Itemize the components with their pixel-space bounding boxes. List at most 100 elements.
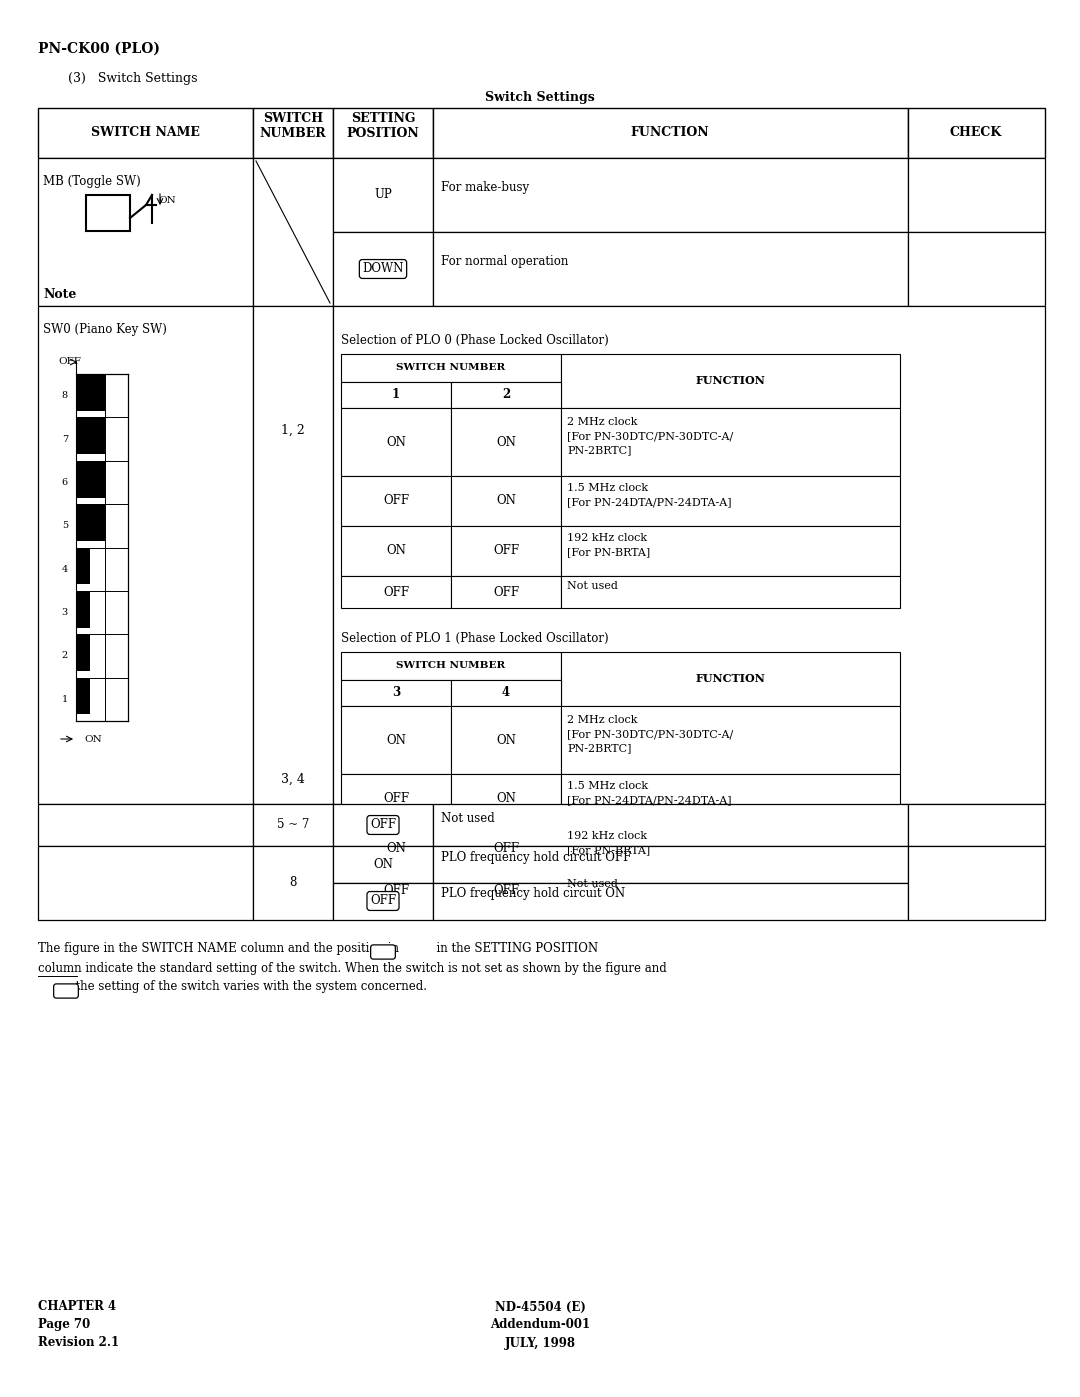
Text: OFF: OFF <box>370 819 396 831</box>
Bar <box>76 548 91 584</box>
Text: Not used: Not used <box>567 581 618 591</box>
Text: Not used: Not used <box>567 879 618 888</box>
Bar <box>451 774 561 824</box>
Text: OFF: OFF <box>58 358 81 366</box>
Bar <box>451 527 561 576</box>
Text: 2 MHz clock: 2 MHz clock <box>567 416 637 427</box>
Text: UP: UP <box>374 189 392 201</box>
Bar <box>561 476 900 527</box>
Text: ND-45504 (E): ND-45504 (E) <box>495 1301 585 1313</box>
Bar <box>76 461 105 497</box>
Bar <box>451 576 561 608</box>
Text: SWITCH NUMBER: SWITCH NUMBER <box>396 363 505 373</box>
Bar <box>333 108 433 158</box>
Text: For normal operation: For normal operation <box>441 256 568 268</box>
Text: 1.5 MHz clock: 1.5 MHz clock <box>567 781 648 791</box>
Text: 2: 2 <box>62 651 68 661</box>
Bar <box>341 408 451 476</box>
Bar <box>341 576 451 608</box>
Text: 192 kHz clock: 192 kHz clock <box>567 831 647 841</box>
Bar <box>253 108 333 158</box>
Text: ON: ON <box>84 735 102 743</box>
Text: [For PN-24DTA/PN-24DTA-A]: [For PN-24DTA/PN-24DTA-A] <box>567 497 731 507</box>
Text: CHECK: CHECK <box>950 127 1002 140</box>
Bar <box>38 306 253 805</box>
Bar <box>253 306 333 805</box>
Text: 1: 1 <box>392 388 400 401</box>
Bar <box>908 108 1045 158</box>
Text: ON: ON <box>496 733 516 746</box>
Text: column indicate the standard setting of the switch. When the switch is not set a: column indicate the standard setting of … <box>38 963 666 975</box>
Bar <box>433 847 908 883</box>
Text: PN-2BRTC]: PN-2BRTC] <box>567 743 632 753</box>
Text: 192 kHz clock: 192 kHz clock <box>567 534 647 543</box>
Text: ON: ON <box>373 858 393 870</box>
Bar <box>341 381 451 408</box>
Bar <box>433 158 908 232</box>
Text: SWITCH
NUMBER: SWITCH NUMBER <box>259 112 326 140</box>
Bar <box>908 805 1045 847</box>
Bar <box>38 158 253 306</box>
Bar <box>333 847 433 883</box>
Bar <box>76 418 105 454</box>
Bar <box>451 705 561 774</box>
Bar <box>333 805 433 847</box>
Text: SWITCH NAME: SWITCH NAME <box>91 127 200 140</box>
Text: ON: ON <box>386 842 406 855</box>
Text: SETTING
POSITION: SETTING POSITION <box>347 112 419 140</box>
Text: [For PN-BRTA]: [For PN-BRTA] <box>567 845 650 855</box>
Bar <box>76 678 91 714</box>
Bar <box>908 232 1045 306</box>
Text: OFF: OFF <box>492 585 519 598</box>
Bar <box>908 847 1045 921</box>
Text: OFF: OFF <box>492 545 519 557</box>
Bar <box>253 805 333 847</box>
Bar <box>341 476 451 527</box>
Bar <box>451 875 561 907</box>
Bar <box>341 824 451 875</box>
Bar <box>76 634 91 671</box>
Bar <box>38 847 253 921</box>
Text: (3)   Switch Settings: (3) Switch Settings <box>68 73 198 85</box>
Bar <box>561 824 900 875</box>
Bar <box>333 883 433 921</box>
Text: [For PN-30DTC/PN-30DTC-A/: [For PN-30DTC/PN-30DTC-A/ <box>567 432 733 441</box>
Text: PLO frequency hold circuit ON: PLO frequency hold circuit ON <box>441 887 625 901</box>
Text: 1: 1 <box>62 694 68 704</box>
Bar <box>561 408 900 476</box>
Bar <box>433 883 908 921</box>
Bar <box>433 232 908 306</box>
Text: 3: 3 <box>62 608 68 617</box>
Bar <box>253 847 333 921</box>
Text: Selection of PLO 0 (Phase Locked Oscillator): Selection of PLO 0 (Phase Locked Oscilla… <box>341 334 609 346</box>
Text: OFF: OFF <box>492 883 519 897</box>
Text: SW0 (Piano Key SW): SW0 (Piano Key SW) <box>43 323 167 337</box>
Text: 3, 4: 3, 4 <box>281 773 305 785</box>
Text: 1, 2: 1, 2 <box>281 423 305 436</box>
Text: DOWN: DOWN <box>362 263 404 275</box>
Bar <box>76 504 105 541</box>
Bar <box>433 805 908 847</box>
Text: ON: ON <box>386 436 406 448</box>
Text: 5 ~ 7: 5 ~ 7 <box>276 819 309 831</box>
Bar <box>451 381 561 408</box>
Text: 5: 5 <box>62 521 68 531</box>
Text: FUNCTION: FUNCTION <box>631 127 710 140</box>
Text: 3: 3 <box>392 686 400 700</box>
Bar <box>333 306 1045 805</box>
Text: Page 70: Page 70 <box>38 1317 91 1331</box>
Bar <box>333 232 433 306</box>
Text: ON: ON <box>386 545 406 557</box>
Text: [For PN-BRTA]: [For PN-BRTA] <box>567 548 650 557</box>
Text: 8: 8 <box>289 876 297 890</box>
Bar <box>908 158 1045 232</box>
Text: The figure in the SWITCH NAME column and the position in          in the SETTING: The figure in the SWITCH NAME column and… <box>38 942 598 956</box>
Text: Revision 2.1: Revision 2.1 <box>38 1336 119 1350</box>
Bar <box>561 353 900 408</box>
Text: OFF: OFF <box>370 894 396 908</box>
Bar <box>561 652 900 705</box>
Bar <box>38 805 253 847</box>
Bar <box>451 476 561 527</box>
Text: CHAPTER 4: CHAPTER 4 <box>38 1301 117 1313</box>
Bar <box>451 408 561 476</box>
